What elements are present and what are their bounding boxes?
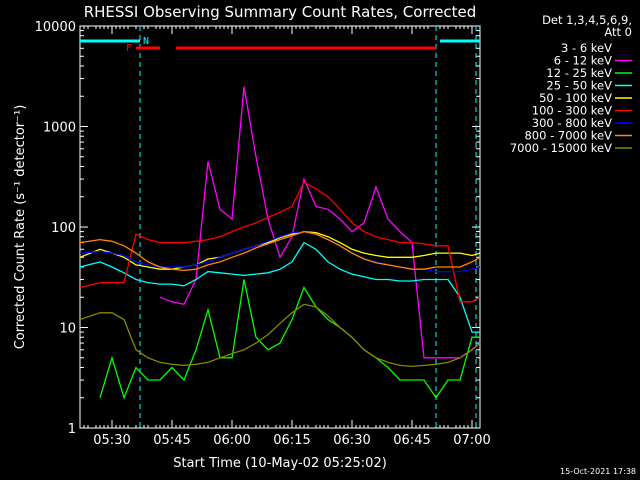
series-line-100-300-kev-kev bbox=[79, 181, 481, 303]
legend-label: 300 - 800 keV bbox=[532, 116, 612, 130]
footer-timestamp: 15-Oct-2021 17:38 bbox=[560, 467, 636, 476]
y-tick-label: 10 bbox=[59, 322, 76, 337]
legend-label: 800 - 7000 keV bbox=[524, 129, 612, 143]
y-tick-label: 1000 bbox=[43, 121, 76, 136]
x-tick-label: 05:30 bbox=[93, 433, 130, 448]
legend-header-line1: Det 1,3,4,5,6,9, bbox=[542, 13, 632, 27]
x-tick-label: 05:45 bbox=[153, 433, 190, 448]
series-line-800-7000-kev-kev bbox=[79, 230, 481, 272]
chart-title: RHESSI Observing Summary Count Rates, Co… bbox=[84, 3, 477, 21]
legend-label: 25 - 50 keV bbox=[546, 79, 612, 93]
y-tick-label: 10000 bbox=[35, 20, 76, 35]
status-annotations: FN bbox=[80, 26, 480, 428]
series-line-6-12-kev-kev bbox=[159, 86, 481, 359]
series-line-7000-15000-kev-kev bbox=[79, 303, 481, 368]
series-line-12-25-kev-kev bbox=[99, 279, 480, 400]
x-tick-label: 07:00 bbox=[453, 433, 490, 448]
axis-ticks: 05:30 05:45 06:00 06:15 06:30 06:45 07:00 1 10 10… bbox=[35, 20, 491, 448]
y-tick-label: 100 bbox=[51, 221, 76, 236]
flare-flag-label: F bbox=[126, 43, 132, 54]
series-lines bbox=[79, 79, 481, 400]
legend-label: 7000 - 15000 keV bbox=[510, 141, 612, 155]
legend-label: 12 - 25 keV bbox=[546, 66, 612, 80]
series-line-50-100-kev-kev bbox=[79, 230, 481, 270]
legend-label: 100 - 300 keV bbox=[532, 104, 612, 118]
y-tick-label: 1 bbox=[68, 422, 76, 437]
x-tick-label: 06:15 bbox=[273, 433, 310, 448]
x-tick-label: 06:00 bbox=[213, 433, 250, 448]
legend-label: 3 - 6 keV bbox=[561, 41, 612, 55]
x-tick-label: 06:30 bbox=[333, 433, 370, 448]
y-axis-label: Corrected Count Rate (s⁻¹ detector⁻¹) bbox=[13, 105, 28, 350]
legend-header-line2: Att 0 bbox=[604, 25, 632, 39]
series-line-25-50-kev-kev bbox=[79, 241, 480, 333]
night-flag-label: N bbox=[143, 36, 149, 47]
x-axis-label: Start Time (10-May-02 05:25:02) bbox=[173, 456, 387, 471]
legend-label: 6 - 12 keV bbox=[554, 54, 612, 68]
x-tick-label: 06:45 bbox=[393, 433, 430, 448]
legend-label: 50 - 100 keV bbox=[539, 91, 612, 105]
